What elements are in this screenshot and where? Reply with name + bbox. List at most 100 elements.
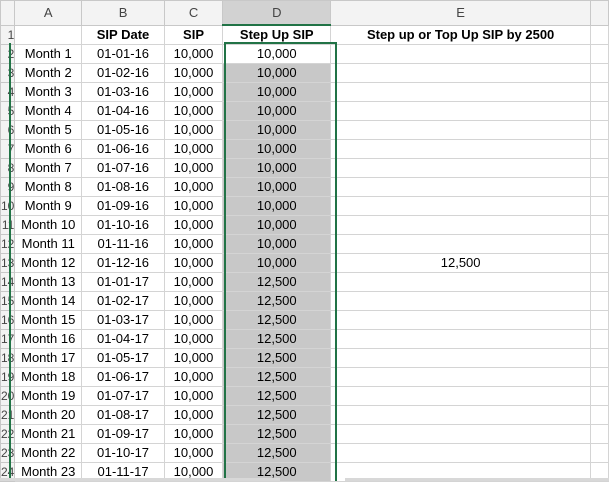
cell-f[interactable]	[589, 234, 609, 254]
cell-sip-date[interactable]: 01-11-17	[81, 462, 165, 482]
cell-month[interactable]: Month 23	[14, 462, 83, 482]
cell-sip[interactable]: 10,000	[163, 272, 224, 292]
row-header[interactable]: 3	[0, 63, 16, 83]
cell-sip-date[interactable]: 01-09-16	[81, 196, 165, 216]
row-header[interactable]: 7	[0, 139, 16, 159]
cell-step-up-note[interactable]	[330, 234, 591, 254]
cell-step-up-note[interactable]	[330, 348, 591, 368]
cell-month[interactable]: Month 2	[14, 63, 83, 83]
row-header[interactable]: 1	[0, 24, 16, 45]
column-header-c[interactable]: C	[163, 0, 224, 26]
column-header-d[interactable]: D	[222, 0, 332, 26]
cell-step-up-sip[interactable]: 12,500	[222, 367, 332, 387]
cell-sip[interactable]: 10,000	[163, 139, 224, 159]
cell-month[interactable]: Month 10	[14, 215, 83, 235]
cell-step-up-note[interactable]	[330, 177, 591, 197]
cell-month[interactable]: Month 14	[14, 291, 83, 311]
cell-sip[interactable]: 10,000	[163, 329, 224, 349]
cell-sip-date[interactable]: 01-01-16	[81, 44, 165, 64]
cell-f[interactable]	[589, 348, 609, 368]
cell-step-up-note[interactable]	[330, 310, 591, 330]
cell-f[interactable]	[589, 272, 609, 292]
column-header-b[interactable]: B	[81, 0, 165, 26]
cell-step-up-sip[interactable]: 10,000	[222, 63, 332, 83]
row-header[interactable]: 12	[0, 234, 16, 254]
cell-f[interactable]	[589, 253, 609, 273]
row-header[interactable]: 10	[0, 196, 16, 216]
cell-step-up-sip[interactable]: 12,500	[222, 348, 332, 368]
row-header[interactable]: 14	[0, 272, 16, 292]
cell-sip-date[interactable]: 01-06-17	[81, 367, 165, 387]
cell-month[interactable]: Month 7	[14, 158, 83, 178]
cell-sip-date[interactable]: 01-07-17	[81, 386, 165, 406]
cell-month[interactable]: Month 8	[14, 177, 83, 197]
cell-step-up-sip[interactable]: 12,500	[222, 329, 332, 349]
cell-sip[interactable]: 10,000	[163, 405, 224, 425]
cell-month[interactable]: Month 13	[14, 272, 83, 292]
cell-month[interactable]: Month 17	[14, 348, 83, 368]
cell-sip[interactable]: 10,000	[163, 44, 224, 64]
cell-sip-date[interactable]: 01-02-16	[81, 63, 165, 83]
cell-month[interactable]: Month 1	[14, 44, 83, 64]
cell-sip[interactable]: 10,000	[163, 215, 224, 235]
cell-step-up-note[interactable]	[330, 329, 591, 349]
cell-sip-date[interactable]: 01-03-17	[81, 310, 165, 330]
row-header[interactable]: 24	[0, 462, 16, 482]
cell-f[interactable]	[589, 405, 609, 425]
cell-step-up-sip[interactable]: 12,500	[222, 462, 332, 482]
cell-step-up-note[interactable]	[330, 443, 591, 463]
cell-step-up-note[interactable]	[330, 405, 591, 425]
cell-sip[interactable]: 10,000	[163, 443, 224, 463]
cell-month[interactable]: Month 5	[14, 120, 83, 140]
cell-f[interactable]	[589, 177, 609, 197]
cell-step-up-note[interactable]	[330, 101, 591, 121]
cell-step-up-note[interactable]	[330, 139, 591, 159]
cell-step-up-sip[interactable]: 12,500	[222, 386, 332, 406]
cell-step-up-sip[interactable]: 12,500	[222, 310, 332, 330]
cell-sip-date[interactable]: 01-04-17	[81, 329, 165, 349]
cell-step-up-note[interactable]	[330, 158, 591, 178]
cell-sip[interactable]: 10,000	[163, 196, 224, 216]
cell-f[interactable]	[589, 44, 609, 64]
cell-sip-date[interactable]: 01-05-17	[81, 348, 165, 368]
row-header[interactable]: 9	[0, 177, 16, 197]
cell-f[interactable]	[589, 158, 609, 178]
cell-step-up-sip[interactable]: 10,000	[222, 82, 332, 102]
cell-month[interactable]: Month 22	[14, 443, 83, 463]
cell-f[interactable]	[589, 63, 609, 83]
cell-step-up-sip[interactable]: 10,000	[222, 196, 332, 216]
cell-sip[interactable]: 10,000	[163, 310, 224, 330]
cell-f[interactable]	[589, 310, 609, 330]
cell-sip-date[interactable]: 01-10-16	[81, 215, 165, 235]
cell-step-up-note-header[interactable]: Step up or Top Up SIP by 2500	[330, 24, 591, 45]
row-header[interactable]: 16	[0, 310, 16, 330]
row-header[interactable]: 21	[0, 405, 16, 425]
row-header[interactable]: 13	[0, 253, 16, 273]
cell-f[interactable]	[589, 424, 609, 444]
row-header[interactable]: 23	[0, 443, 16, 463]
cell-sip-date[interactable]: 01-07-16	[81, 158, 165, 178]
row-header[interactable]: 20	[0, 386, 16, 406]
cell-month[interactable]: Month 16	[14, 329, 83, 349]
cell-step-up-sip[interactable]: 10,000	[222, 253, 332, 273]
cell-step-up-sip[interactable]: 12,500	[222, 291, 332, 311]
row-header[interactable]: 17	[0, 329, 16, 349]
cell-step-up-note[interactable]	[330, 196, 591, 216]
column-header-f[interactable]	[589, 0, 609, 26]
cell-sip[interactable]: 10,000	[163, 386, 224, 406]
cell-f[interactable]	[589, 196, 609, 216]
cell-month[interactable]: Month 12	[14, 253, 83, 273]
cell-step-up-sip[interactable]: 10,000	[222, 234, 332, 254]
cell-step-up-note[interactable]	[330, 424, 591, 444]
cell-month[interactable]: Month 19	[14, 386, 83, 406]
column-header-a[interactable]: A	[14, 0, 83, 26]
horizontal-scrollbar-track-right[interactable]	[345, 478, 609, 481]
row-header[interactable]: 15	[0, 291, 16, 311]
row-header[interactable]: 18	[0, 348, 16, 368]
row-header[interactable]: 6	[0, 120, 16, 140]
cell-sip[interactable]: 10,000	[163, 424, 224, 444]
cell-f[interactable]	[589, 120, 609, 140]
cell-f[interactable]	[589, 215, 609, 235]
cell-step-up-sip[interactable]: 10,000	[222, 120, 332, 140]
cell-sip-date[interactable]: 01-12-16	[81, 253, 165, 273]
